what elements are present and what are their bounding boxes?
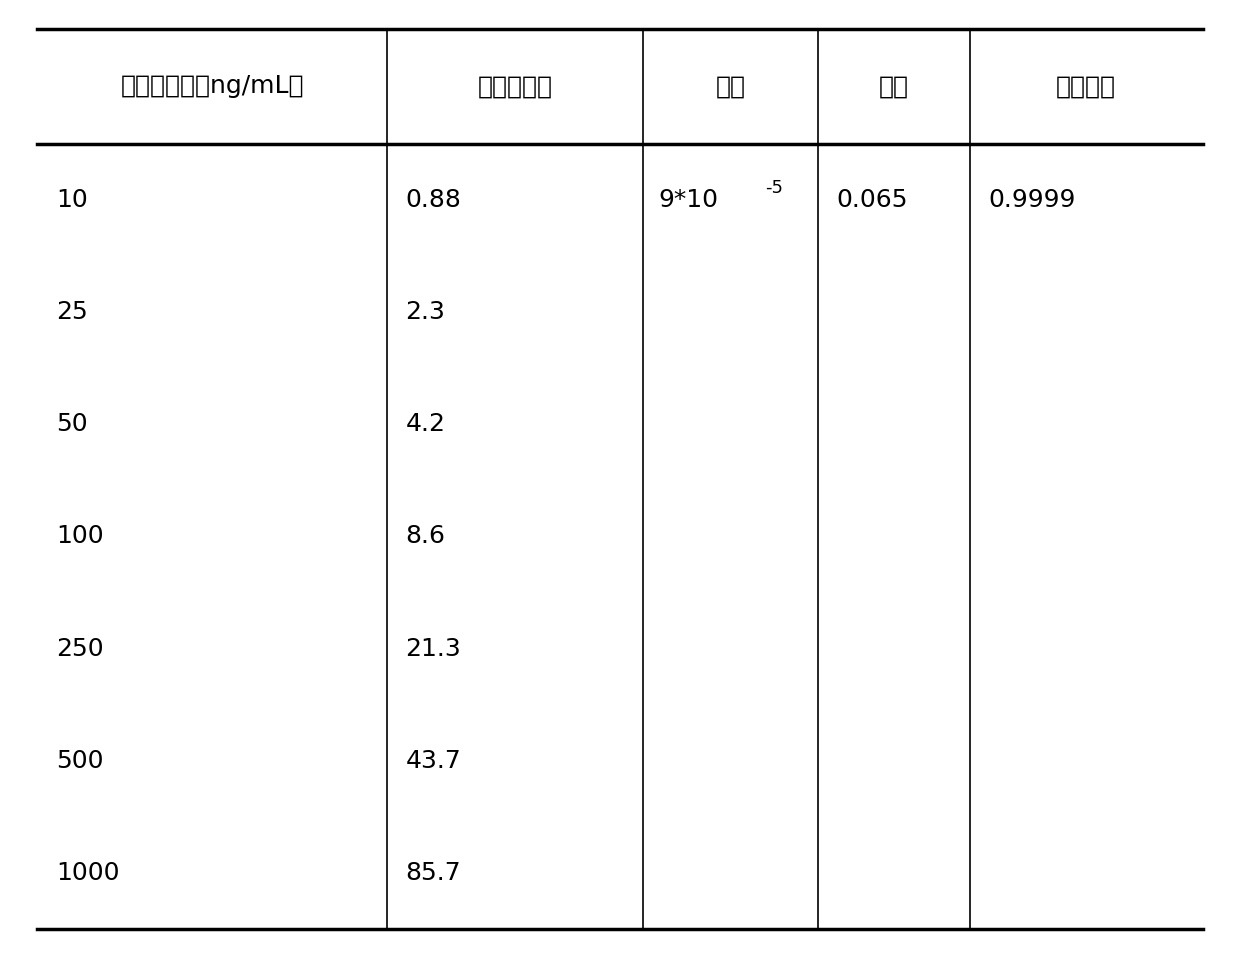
Text: 43.7: 43.7	[405, 749, 461, 773]
Text: 100: 100	[56, 524, 103, 549]
Text: 21.3: 21.3	[405, 637, 461, 661]
Text: 相关系数: 相关系数	[1056, 74, 1116, 99]
Text: 500: 500	[56, 749, 103, 773]
Text: 0.9999: 0.9999	[988, 188, 1075, 212]
Text: 1000: 1000	[56, 861, 119, 885]
Text: 25: 25	[56, 300, 88, 324]
Text: 0.88: 0.88	[405, 188, 461, 212]
Text: 85.7: 85.7	[405, 861, 461, 885]
Text: 截距: 截距	[715, 74, 745, 99]
Text: 8.6: 8.6	[405, 524, 445, 549]
Text: 2.3: 2.3	[405, 300, 445, 324]
Text: -5: -5	[765, 179, 784, 197]
Text: 50: 50	[56, 412, 88, 436]
Text: 标准品浓度（ng/mL）: 标准品浓度（ng/mL）	[120, 74, 304, 99]
Text: 0.065: 0.065	[837, 188, 908, 212]
Text: 10: 10	[56, 188, 88, 212]
Text: 4.2: 4.2	[405, 412, 445, 436]
Text: 斜率: 斜率	[879, 74, 909, 99]
Text: 250: 250	[56, 637, 103, 661]
Text: 9*10: 9*10	[658, 188, 718, 212]
Text: 平均峰面积: 平均峰面积	[477, 74, 553, 99]
